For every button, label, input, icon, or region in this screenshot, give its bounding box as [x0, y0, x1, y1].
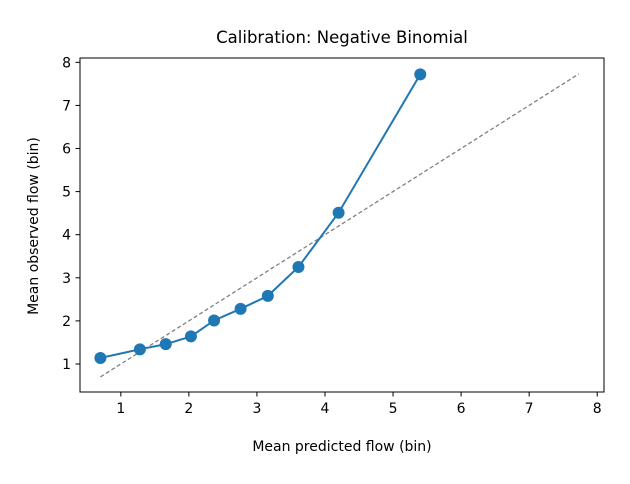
x-axis-ticks: 1 2 3 4 5 6 7 8: [116, 392, 602, 417]
data-point: [261, 289, 274, 302]
data-point: [133, 343, 146, 356]
data-point: [292, 261, 305, 274]
data-point: [94, 351, 107, 364]
data-point: [234, 302, 247, 315]
y-axis-label: Mean observed flow (bin): [26, 137, 42, 315]
reference-line-layer: [100, 73, 580, 378]
y-tick-label: 7: [62, 98, 71, 114]
series-line: [100, 73, 422, 359]
plot-frame: [79, 57, 605, 393]
x-tick-label: 7: [525, 401, 534, 417]
data-point: [159, 338, 172, 351]
x-tick-label: 4: [321, 401, 330, 417]
y-tick-label: 2: [62, 314, 71, 330]
data-point: [184, 330, 197, 343]
series-layer: [94, 68, 427, 364]
data-point: [332, 206, 345, 219]
x-tick-label: 2: [184, 401, 193, 417]
x-tick-label: 8: [593, 401, 602, 417]
y-tick-label: 6: [62, 142, 71, 158]
data-point: [208, 314, 221, 327]
y-tick-label: 3: [62, 271, 71, 287]
x-tick-label: 3: [252, 401, 261, 417]
x-tick-label: 5: [389, 401, 398, 417]
y-axis-ticks: 1 2 3 4 5 6 7 8: [62, 55, 80, 373]
chart-title: Calibration: Negative Binomial: [216, 28, 468, 47]
data-point: [414, 68, 427, 81]
x-tick-label: 6: [457, 401, 466, 417]
y-tick-label: 5: [62, 185, 71, 201]
reference-diagonal-line: [100, 73, 580, 378]
y-tick-label: 1: [62, 357, 71, 373]
y-tick-label: 8: [62, 55, 71, 71]
y-tick-label: 4: [62, 228, 71, 244]
x-tick-label: 1: [116, 401, 125, 417]
x-axis-label: Mean predicted flow (bin): [252, 439, 431, 455]
